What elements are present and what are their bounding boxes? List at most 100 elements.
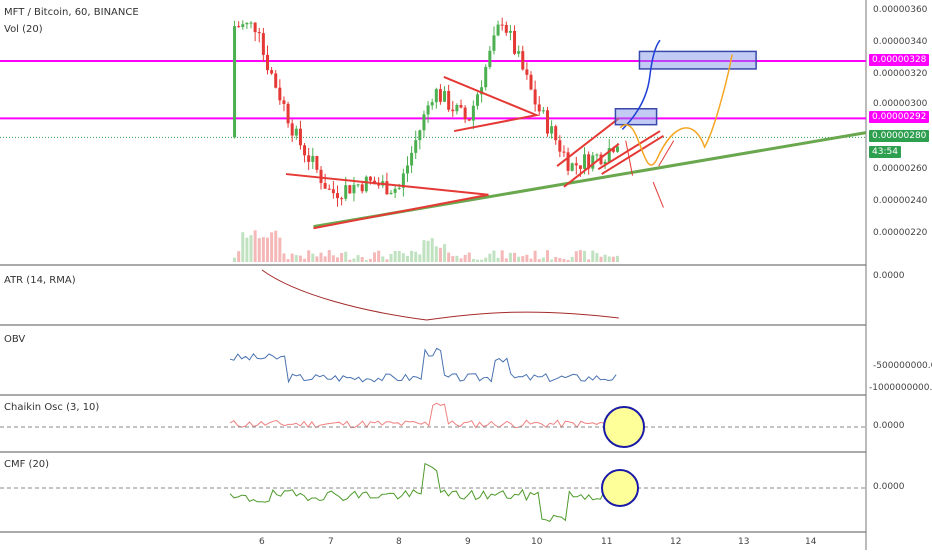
candle-body [352,184,356,194]
volume-bar [315,256,319,262]
candle-body [447,91,451,110]
candle-body [303,145,307,156]
highlight-circle-chaikin [603,406,645,448]
candle-body [574,163,578,166]
volume-bar [558,257,562,262]
volume-bar [414,251,418,262]
candle-body [578,165,582,169]
price-tick: 0.00000300 [873,99,928,109]
volume-bar [480,259,484,262]
volume-bar [455,255,459,262]
volume-label: Vol (20) [4,24,43,35]
candle-body [331,189,335,194]
candle-body [471,105,475,121]
volume-bar [562,259,566,262]
volume-bar [537,259,541,262]
volume-bar [422,240,426,262]
volume-bar [327,250,331,262]
volume-bar [389,253,393,262]
volume-bar [253,230,257,262]
candle-body [274,73,278,88]
candle-body [467,119,471,121]
volume-bar [278,237,282,262]
volume-bar [492,250,496,262]
candle-body [311,156,315,162]
candle-body [488,50,492,67]
atr-tick: 0.0000 [873,271,905,281]
volume-bar [418,254,422,262]
cmf-panel-label: CMF (20) [4,459,50,470]
volume-bar [377,250,381,262]
candle-body [294,128,298,136]
triangle-pattern-2 [443,75,540,133]
candle-body [237,26,241,28]
candle-body [249,22,253,24]
highlight-circle-cmf [601,469,639,507]
time-tick: 8 [396,537,402,547]
candle-body [278,87,282,101]
time-tick: 13 [738,537,750,547]
volume-bar [607,256,611,262]
volume-bar [443,244,447,262]
volume-bar [513,252,517,262]
obv-line [229,347,617,384]
volume-bar [319,252,323,262]
volume-bar [274,230,278,262]
candle-body [327,188,331,190]
volume-bar [340,253,344,262]
candle-body [480,87,484,95]
volume-bar [426,240,430,262]
candle-body [533,89,537,105]
candle-body [261,33,265,55]
channel-line-2b [601,134,664,175]
volume-bar [554,256,558,262]
price-tag-last: 0.00000280 [869,130,930,142]
candle-body [282,100,286,104]
arrow-down-2 [652,181,664,208]
candle-body [595,154,599,156]
volume-bar [237,251,241,262]
channel-line-upper [556,117,620,167]
candle-body [550,126,554,134]
candle-body [558,140,562,152]
candle-body [599,154,603,165]
candle-body [587,154,591,169]
time-tick: 14 [805,537,817,547]
candle-body [393,188,397,193]
volume-bar [265,237,269,262]
candle-body [521,51,525,70]
volume-bar [467,252,471,262]
candle-body [241,24,245,28]
time-tick: 10 [531,537,543,547]
volume-bar [434,246,438,262]
candle-body [335,193,339,199]
volume-bar [595,252,599,262]
volume-bar [566,259,570,262]
volume-bar [352,258,356,262]
price-tick: 0.00000340 [873,37,928,47]
volume-bar [245,237,249,262]
volume-bar [583,250,587,262]
volume-bar [364,259,368,262]
volume-bar [484,257,488,262]
cmf-line [229,462,617,523]
candle-body [253,22,257,33]
volume-bar [311,253,315,262]
price-tag-upper: 0.00000328 [869,54,930,66]
candle-body [265,54,269,71]
volume-bar [496,257,500,262]
volume-bar [270,232,274,262]
volume-bar [475,259,479,262]
candle-body [257,32,261,34]
volume-bar [488,253,492,262]
volume-bar [500,250,504,262]
volume-bar [344,251,348,262]
volume-bar [360,257,364,262]
candle-body [566,152,570,171]
candle-body [414,140,418,153]
volume-bar [381,256,385,262]
candle-body [344,185,348,199]
candle-body [603,161,607,165]
